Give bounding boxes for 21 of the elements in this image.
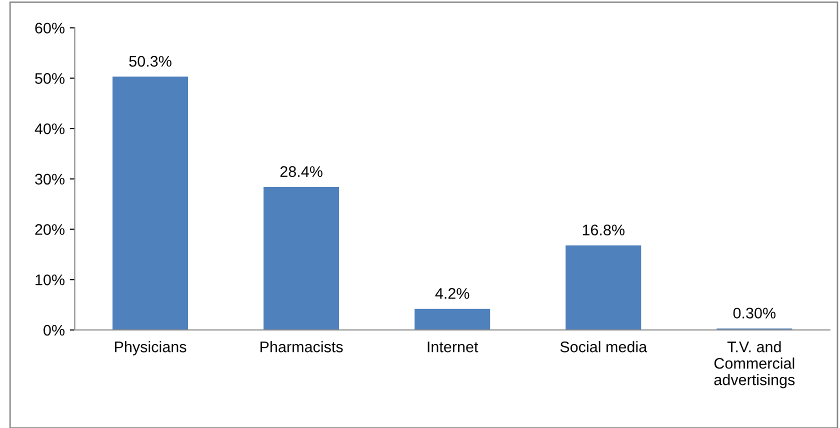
data-label: 4.2%	[435, 288, 470, 299]
y-tick-label: 0%	[44, 324, 64, 336]
x-tick-label: Social media	[560, 341, 648, 352]
data-label: 28.4%	[280, 166, 322, 177]
y-tick-label: 10%	[36, 274, 64, 286]
bar	[414, 308, 490, 330]
bar	[112, 76, 188, 330]
bar	[264, 186, 340, 330]
y-tick-label: 30%	[35, 174, 64, 185]
x-tick-label: Physicians	[115, 341, 186, 356]
bar	[566, 245, 642, 330]
data-label: 16.8%	[582, 224, 624, 236]
data-label: 0.30%	[733, 308, 776, 319]
data-label: 50.3%	[129, 56, 172, 67]
y-tick-label: 50%	[35, 73, 64, 84]
x-tick-label: Pharmacists	[260, 341, 343, 352]
x-tick-label: T.V. and Commercial advertisings	[714, 341, 795, 388]
y-tick-label: 40%	[34, 123, 64, 134]
y-tick-label: 60%	[35, 22, 64, 34]
x-tick-label: Internet	[428, 342, 478, 352]
y-tick-label: 20%	[35, 224, 64, 235]
